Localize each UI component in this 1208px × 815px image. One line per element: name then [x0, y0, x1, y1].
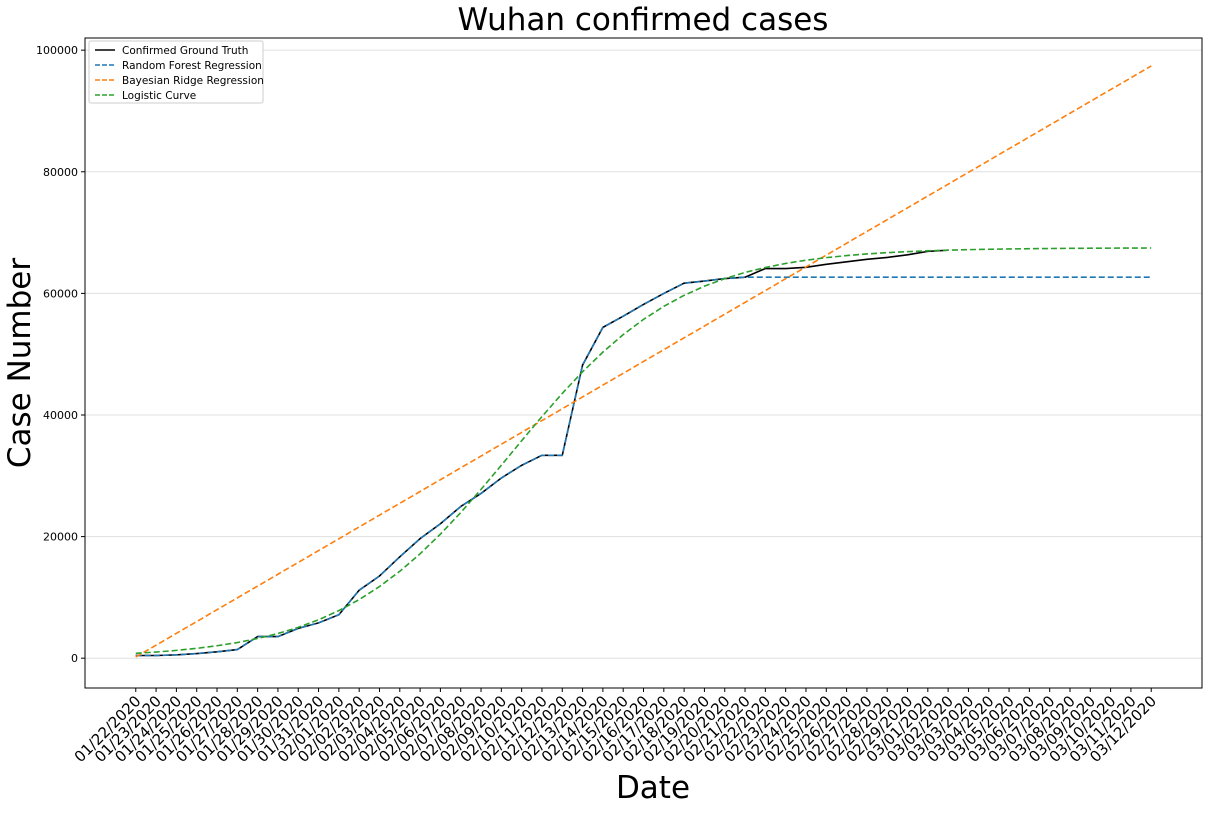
series-line: [135, 247, 1152, 655]
y-axis-label: Case Number: [2, 258, 38, 469]
legend-label: Logistic Curve: [122, 90, 196, 102]
y-tick-label: 0: [71, 652, 78, 665]
y-tick-label: 80000: [43, 166, 78, 179]
y-tick-label: 20000: [43, 531, 78, 544]
legend-label: Random Forest Regression: [122, 60, 262, 72]
series-line: [135, 65, 1152, 658]
plot-frame: [84, 37, 1203, 689]
legend-label: Confirmed Ground Truth: [122, 45, 248, 57]
series-line: [135, 249, 949, 657]
legend-label: Bayesian Ridge Regression: [122, 75, 264, 87]
series-line: [135, 276, 1152, 657]
y-tick-label: 40000: [43, 409, 78, 422]
legend-box: [88, 40, 264, 104]
x-axis-label: Date: [616, 770, 690, 806]
y-tick-label: 100000: [36, 44, 78, 57]
y-tick-label: 60000: [43, 287, 78, 300]
legend: Confirmed Ground Truth Random Forest Regr…: [88, 40, 264, 104]
chart-title: Wuhan confirmed cases: [458, 2, 829, 38]
